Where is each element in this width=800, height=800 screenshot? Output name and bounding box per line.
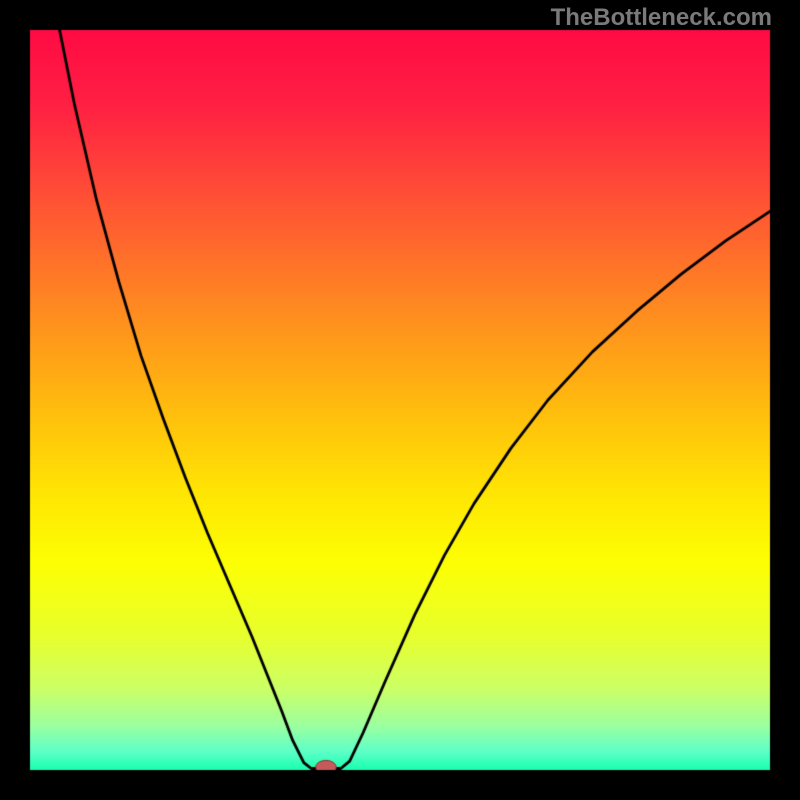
watermark-text: TheBottleneck.com [551, 4, 772, 32]
bottleneck-curve-chart [0, 0, 800, 800]
chart-stage: TheBottleneck.com [0, 0, 800, 800]
